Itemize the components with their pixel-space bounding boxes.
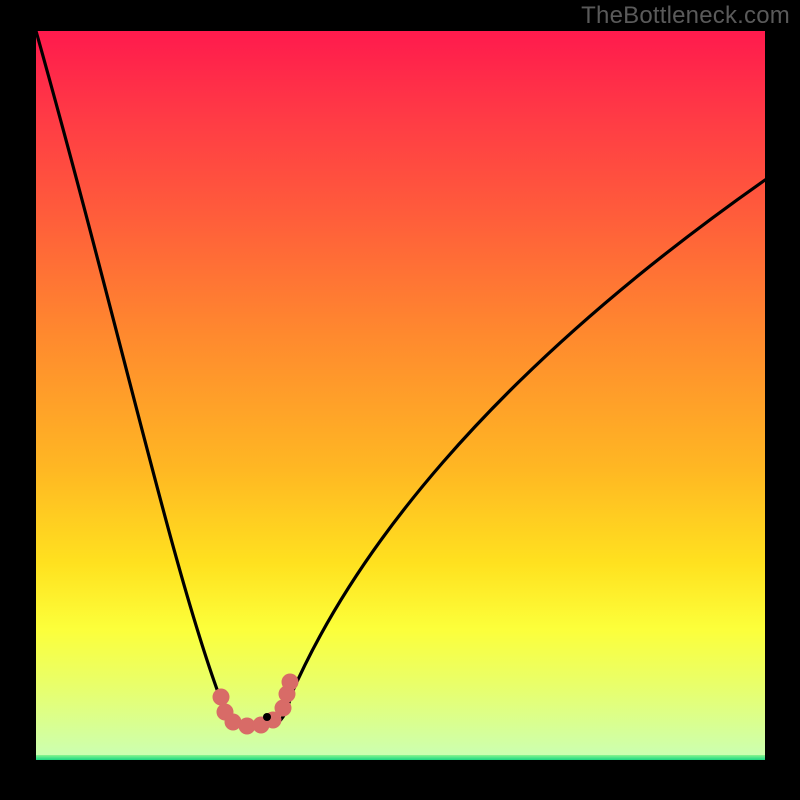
valley-marker [282,674,299,691]
valley-marker [213,689,230,706]
curve-layer [0,0,800,800]
valley-center-marker [263,713,271,721]
green-base-strip [36,755,765,760]
watermark-text: TheBottleneck.com [581,2,790,30]
bottleneck-curve [36,31,765,725]
chart-stage: TheBottleneck.com [0,0,800,800]
valley-markers [213,674,299,735]
